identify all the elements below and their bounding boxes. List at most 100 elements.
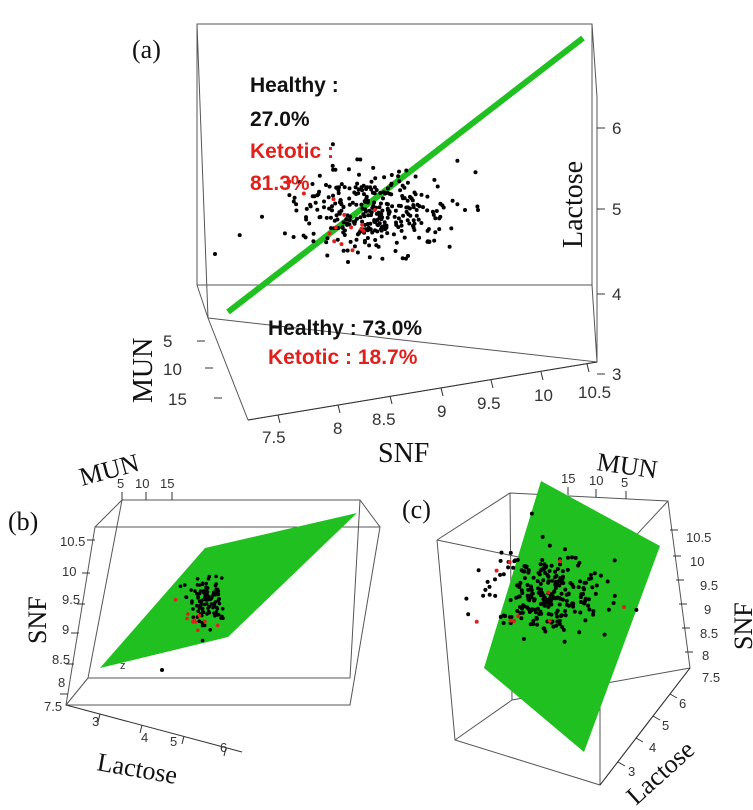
- data-point-healthy: [571, 585, 576, 589]
- panel-a-snf-tick: 10.5: [578, 383, 611, 402]
- panel-a-snf-tick: 8: [333, 419, 342, 438]
- data-point-healthy: [378, 201, 383, 206]
- data-point-healthy: [217, 601, 222, 606]
- data-point-healthy: [208, 597, 213, 602]
- data-point-healthy: [197, 583, 202, 587]
- data-point-healthy: [519, 568, 524, 573]
- data-point-healthy: [587, 607, 592, 612]
- data-point-healthy: [332, 218, 337, 223]
- data-point-healthy: [353, 185, 358, 190]
- data-point-healthy: [539, 611, 544, 616]
- panel-b-lactose-tick: 4: [141, 730, 148, 745]
- panel-a-mun-tick: 15: [168, 390, 187, 409]
- panel-b-snf-tick: 10: [62, 564, 76, 579]
- data-point-healthy: [605, 579, 610, 584]
- data-point-healthy: [396, 225, 401, 230]
- panel-a-upper-ketotic-value: 81.3%: [250, 172, 310, 195]
- data-point-healthy: [355, 157, 360, 162]
- panel-c-points: [464, 511, 639, 644]
- data-point-healthy: [202, 588, 207, 593]
- data-point-healthy: [531, 575, 536, 580]
- data-point-healthy: [437, 227, 442, 232]
- data-point-healthy: [317, 189, 322, 194]
- data-point-healthy: [521, 637, 526, 641]
- panel-b-snf-tick: 9.5: [62, 592, 80, 607]
- data-point-healthy: [347, 196, 352, 201]
- data-point-healthy: [342, 233, 347, 237]
- data-point-healthy: [379, 234, 384, 239]
- data-point-healthy: [366, 225, 371, 230]
- data-point-healthy: [538, 581, 543, 586]
- data-point-healthy: [204, 597, 208, 602]
- data-point-ketotic: [361, 228, 366, 233]
- data-point-healthy: [508, 598, 513, 603]
- data-point-healthy: [425, 228, 430, 233]
- data-point-healthy: [385, 202, 390, 207]
- data-point-healthy: [411, 205, 416, 210]
- data-point-healthy: [220, 576, 224, 580]
- data-point-healthy: [515, 609, 520, 613]
- data-point-healthy: [394, 220, 398, 225]
- data-point-healthy: [392, 214, 397, 219]
- data-point-healthy: [425, 239, 430, 244]
- data-point-healthy: [481, 593, 486, 598]
- data-point-ketotic: [339, 242, 344, 247]
- data-point-healthy: [493, 593, 498, 598]
- data-point-healthy: [558, 562, 562, 567]
- panel-a: (a) Healthy : 27.0% Ketotic : 81.3% Heal…: [128, 23, 621, 469]
- data-point-healthy: [200, 623, 205, 628]
- data-point-healthy: [565, 567, 570, 572]
- panel-a-snf-tick: 9.5: [477, 394, 501, 413]
- data-point-healthy: [360, 219, 365, 224]
- data-point-ketotic: [196, 628, 200, 633]
- data-point-healthy: [611, 601, 616, 605]
- data-point-healthy: [498, 614, 503, 619]
- data-point-healthy: [189, 588, 193, 592]
- data-point-healthy: [539, 587, 543, 592]
- panel-a-lactose-tick: 6: [612, 119, 621, 138]
- data-point-healthy: [335, 237, 340, 242]
- data-point-healthy: [315, 193, 320, 198]
- panel-c-snf-tick: 7.5: [702, 670, 720, 685]
- data-point-ketotic: [331, 197, 336, 202]
- panel-b-snf-tick: 8: [58, 675, 65, 690]
- data-point-healthy: [213, 614, 217, 618]
- data-point-healthy: [421, 205, 425, 210]
- data-point-healthy: [554, 573, 559, 578]
- data-point-healthy: [200, 581, 205, 586]
- data-point-healthy: [322, 199, 326, 204]
- data-point-healthy: [346, 260, 350, 264]
- data-point-healthy: [555, 614, 560, 619]
- data-point-healthy: [362, 214, 367, 219]
- panel-a-lactose-title: Lactose: [558, 161, 589, 248]
- panel-c-mun-tick: 5: [621, 475, 628, 490]
- panel-b-mun-tick: 5: [117, 476, 124, 491]
- data-point-healthy: [364, 187, 369, 191]
- data-point-healthy: [498, 558, 503, 563]
- data-point-healthy: [381, 190, 386, 195]
- data-point-healthy: [372, 185, 377, 190]
- data-point-ketotic: [512, 619, 516, 623]
- data-point-healthy: [559, 613, 564, 618]
- data-point-healthy: [371, 165, 376, 170]
- data-point-healthy: [512, 559, 517, 564]
- data-point-healthy: [207, 604, 211, 609]
- panel-b-points: [160, 574, 225, 672]
- data-point-healthy: [511, 565, 516, 570]
- data-point-healthy: [538, 593, 543, 598]
- data-point-healthy: [333, 201, 338, 206]
- data-point-healthy: [400, 256, 405, 261]
- data-point-ketotic: [558, 559, 563, 564]
- data-point-healthy: [546, 580, 551, 585]
- data-point-healthy: [506, 565, 511, 570]
- data-point-healthy: [398, 188, 403, 193]
- data-point-healthy: [522, 576, 527, 581]
- data-point-healthy: [419, 221, 424, 225]
- data-point-healthy: [294, 208, 299, 213]
- data-point-healthy: [407, 221, 412, 226]
- data-point-healthy: [337, 185, 341, 190]
- data-point-healthy: [375, 229, 380, 234]
- data-point-healthy: [377, 215, 382, 220]
- data-point-healthy: [363, 209, 368, 214]
- data-point-healthy: [582, 587, 586, 592]
